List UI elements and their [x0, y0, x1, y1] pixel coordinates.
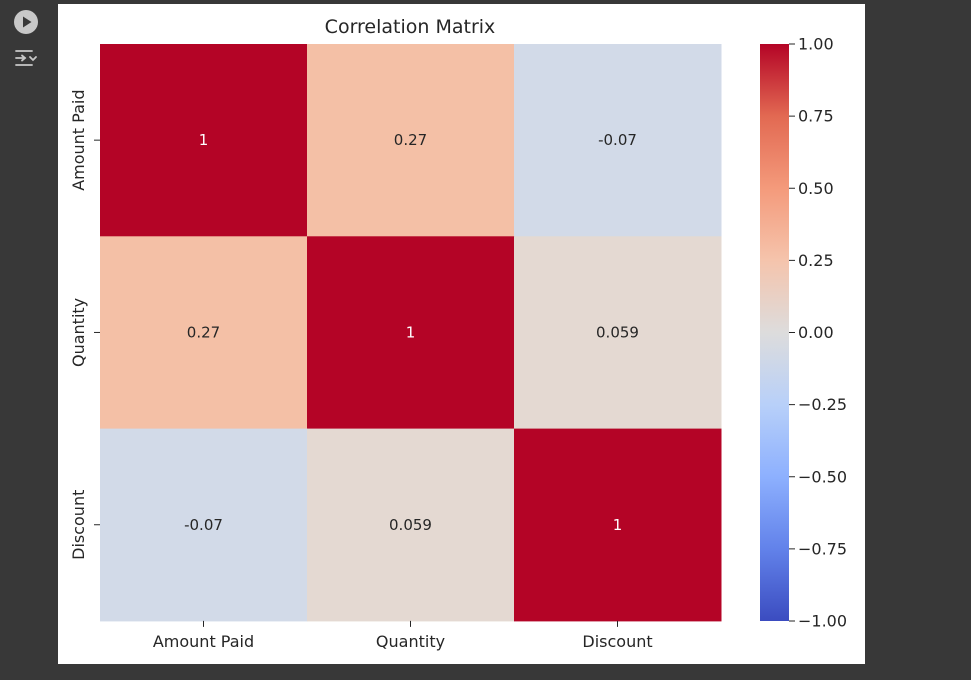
cell-annotation: 0.059 [389, 516, 432, 534]
heatmap-cell [100, 236, 308, 430]
colorbar-tick-label: −0.50 [798, 467, 847, 486]
cell-annotation: 0.27 [187, 323, 220, 341]
heatmap-cell [514, 236, 722, 430]
colorbar-tick-label: 0.50 [798, 179, 834, 198]
colorbar-tick-label: 0.00 [798, 323, 834, 342]
heatmap-cell [514, 44, 722, 237]
heatmap-annotations: 1 0.27 -0.07 0.27 1 0.059 -0.07 0.059 1 [184, 131, 639, 534]
cell-annotation: 0.27 [394, 131, 427, 149]
colorbar-tick-label: −0.25 [798, 395, 847, 414]
cell-annotation: 0.059 [596, 323, 639, 341]
x-tick-label: Amount Paid [153, 632, 254, 651]
colorbar-tick-label: 0.25 [798, 251, 834, 270]
output-options-icon [15, 50, 37, 66]
x-tick-label: Quantity [376, 632, 445, 651]
colorbar-ticks: 1.00 0.75 0.50 0.25 0.00 −0.25 −0.50 −0.75 −1.00 [789, 35, 847, 631]
heatmap-cell [514, 428, 722, 622]
colorbar-gradient [760, 44, 789, 621]
chart-title: Correlation Matrix [325, 16, 496, 38]
correlation-heatmap-figure: Correlation Matrix 1 0.27 -0.07 0.27 1 0.059 -… [58, 4, 865, 664]
play-circle-icon [14, 10, 38, 34]
x-axis: Amount Paid Quantity Discount [153, 620, 653, 651]
cell-annotation: 1 [406, 323, 416, 341]
cell-annotation: 1 [613, 516, 623, 534]
run-cell-button[interactable] [12, 8, 40, 36]
colorbar [760, 44, 789, 621]
heatmap-cell [307, 236, 515, 430]
colorbar-tick-label: 0.75 [798, 107, 834, 126]
heatmap-cells [100, 44, 722, 622]
y-tick-label: Amount Paid [69, 90, 88, 191]
y-axis: Amount Paid Quantity Discount [69, 90, 100, 560]
colorbar-tick-label: 1.00 [798, 35, 834, 54]
colorbar-tick-label: −1.00 [798, 612, 847, 631]
y-tick-label: Discount [69, 490, 88, 560]
cell-annotation: -0.07 [598, 131, 637, 149]
heatmap-cell [100, 428, 308, 622]
heatmap-cell [307, 44, 515, 237]
heatmap-chart: Correlation Matrix 1 0.27 -0.07 0.27 1 0.059 -… [69, 16, 847, 651]
cell-annotation: -0.07 [184, 516, 223, 534]
x-tick-label: Discount [582, 632, 652, 651]
heatmap-cell [307, 428, 515, 622]
colorbar-tick-label: −0.75 [798, 539, 847, 558]
cell-annotation: 1 [199, 131, 209, 149]
y-tick-label: Quantity [69, 298, 88, 367]
output-options-button[interactable] [12, 45, 40, 73]
heatmap-cell [100, 44, 308, 237]
